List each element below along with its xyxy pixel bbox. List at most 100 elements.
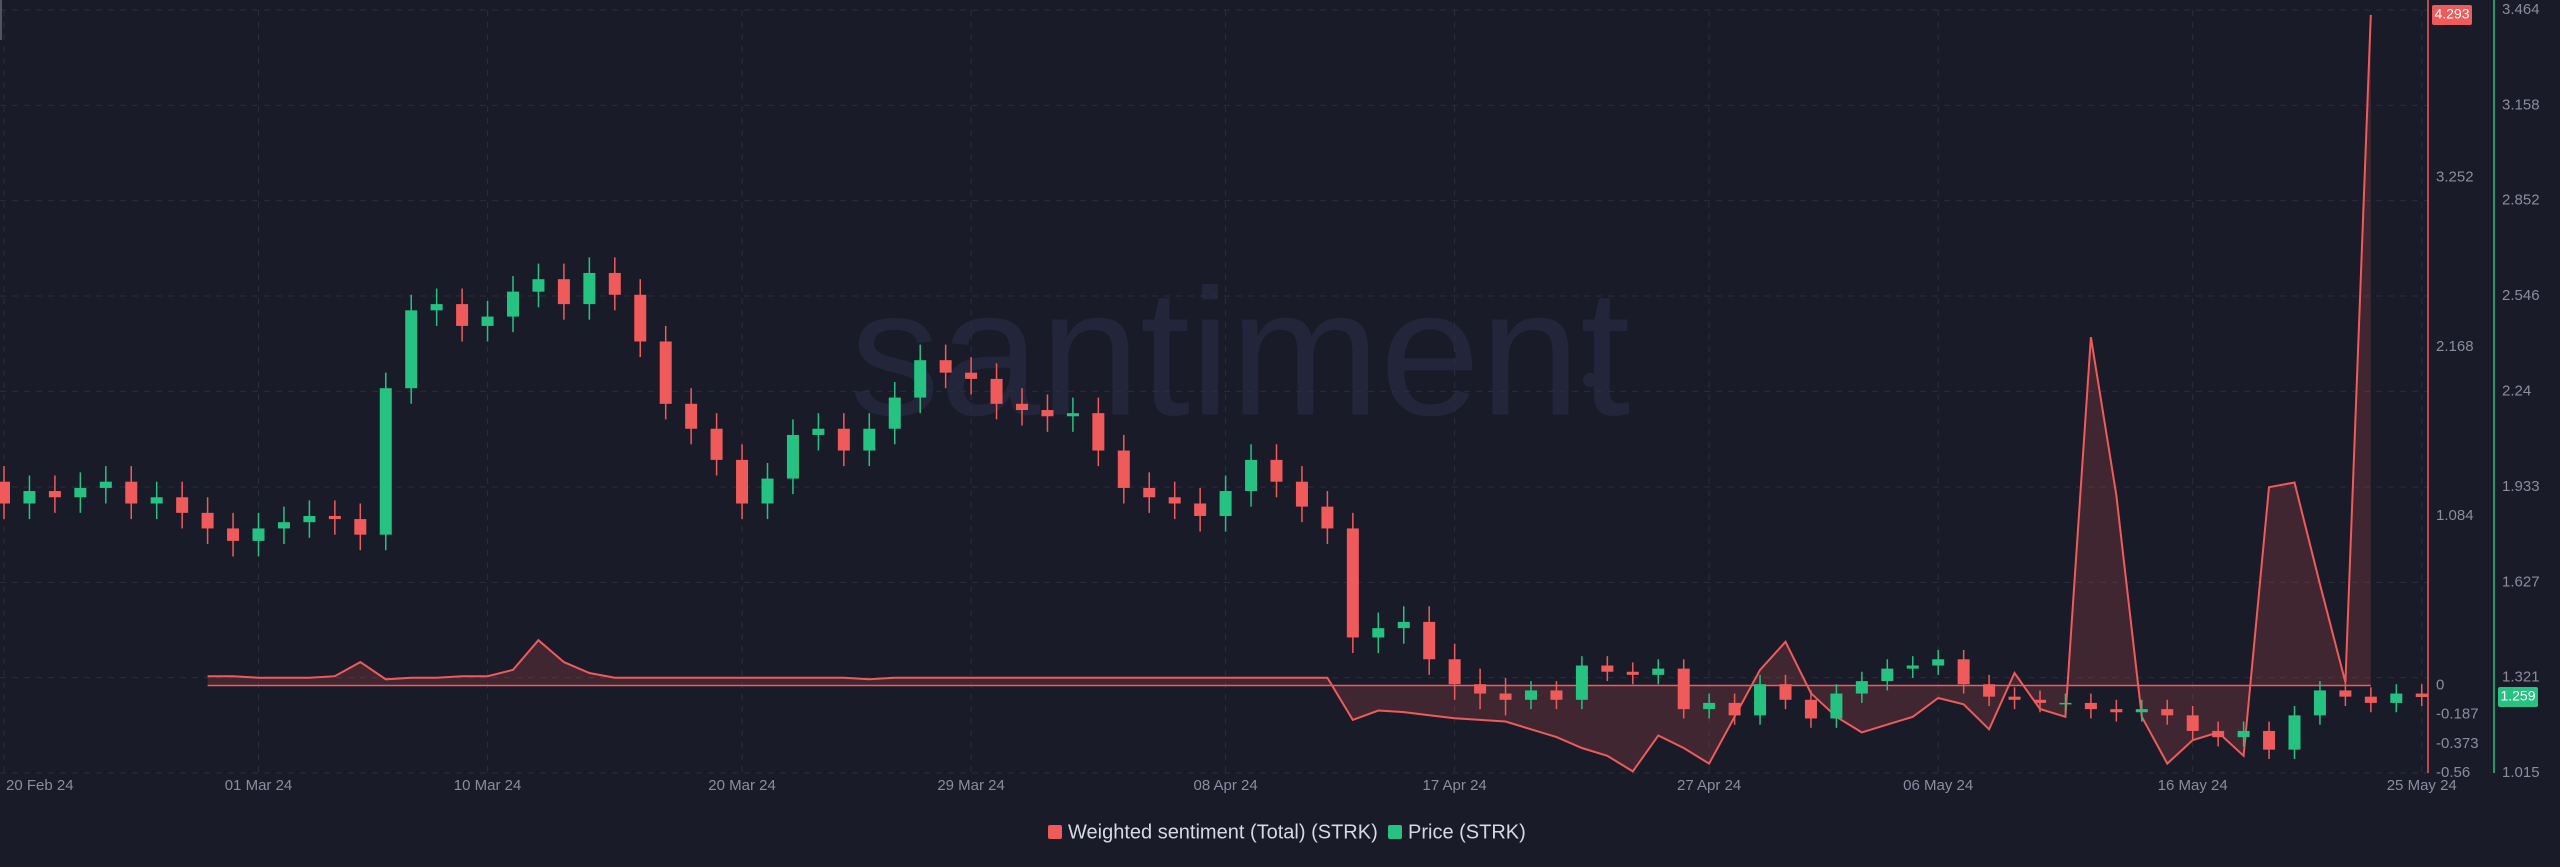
candle-body bbox=[634, 294, 647, 342]
candle-body bbox=[1372, 628, 1385, 638]
candle-body bbox=[1397, 621, 1410, 629]
candle-body bbox=[1219, 491, 1232, 516]
candle-body bbox=[990, 378, 1003, 404]
candle-body bbox=[48, 491, 61, 498]
candle-body bbox=[379, 388, 392, 535]
y-tick-label: -0.373 bbox=[2436, 735, 2479, 752]
y2-tick-label: 1.933 bbox=[2502, 478, 2540, 495]
candle-body bbox=[405, 310, 418, 389]
y-tick-label: -0.187 bbox=[2436, 706, 2479, 723]
candle-body bbox=[1117, 450, 1130, 488]
candle-body bbox=[1346, 528, 1359, 638]
candle-body bbox=[1957, 659, 1970, 685]
candle-body bbox=[1906, 665, 1919, 669]
x-tick-label: 20 Feb 24 bbox=[6, 777, 74, 794]
candle-body bbox=[1983, 684, 1996, 697]
candle-body bbox=[1474, 684, 1487, 694]
y2-tick-label: 2.852 bbox=[2502, 192, 2540, 209]
y-tick-label: 1.084 bbox=[2436, 507, 2474, 524]
candle-body bbox=[2186, 715, 2199, 731]
candle-body bbox=[1143, 487, 1156, 498]
legend-item[interactable]: Weighted sentiment (Total) (STRK) bbox=[1048, 821, 1378, 843]
candle-body bbox=[1626, 671, 1639, 675]
candle-body bbox=[2110, 709, 2123, 713]
candle-body bbox=[507, 291, 519, 317]
x-tick-label: 16 May 24 bbox=[2158, 777, 2228, 794]
candle-body bbox=[1652, 668, 1665, 675]
candle-body bbox=[2263, 730, 2276, 750]
candle-body bbox=[914, 360, 927, 398]
x-tick-label: 20 Mar 24 bbox=[708, 777, 776, 794]
candle-body bbox=[786, 434, 799, 479]
legend-label: Weighted sentiment (Total) (STRK) bbox=[1068, 821, 1378, 843]
candle-body bbox=[1168, 497, 1181, 504]
y-tick-label: 2.168 bbox=[2436, 338, 2474, 355]
legend-item[interactable]: Price (STRK) bbox=[1388, 821, 1526, 843]
y-tick-label: -0.56 bbox=[2436, 764, 2470, 781]
candle-body bbox=[354, 519, 367, 535]
value-tag-label: 4.293 bbox=[2434, 6, 2469, 22]
candle-body bbox=[1041, 410, 1054, 417]
candle-body bbox=[1525, 690, 1537, 700]
candle-body bbox=[2288, 715, 2301, 750]
candle-body bbox=[2084, 702, 2097, 710]
candle-body bbox=[328, 515, 341, 520]
candle-body bbox=[227, 528, 240, 541]
candle-body bbox=[1779, 684, 1792, 700]
candle-body bbox=[2161, 709, 2174, 716]
candle-body bbox=[150, 497, 163, 504]
candles bbox=[0, 257, 2428, 759]
candle-body bbox=[608, 272, 621, 295]
candle-body bbox=[1194, 503, 1207, 516]
candle-body bbox=[557, 279, 570, 305]
candle-body bbox=[1754, 684, 1767, 716]
candle-body bbox=[1677, 668, 1690, 710]
candle-body bbox=[1448, 659, 1461, 685]
x-tick-label: 25 May 24 bbox=[2387, 777, 2457, 794]
candle-body bbox=[1703, 702, 1716, 710]
candle-body bbox=[2008, 696, 2021, 700]
watermark-dot bbox=[1583, 373, 1597, 387]
candle-body bbox=[456, 304, 469, 326]
candle-body bbox=[1575, 665, 1588, 700]
candle-body bbox=[125, 481, 138, 504]
y2-tick-label: 1.321 bbox=[2502, 669, 2540, 686]
candle-body bbox=[736, 459, 749, 504]
y2-tick-label: 3.158 bbox=[2502, 96, 2540, 113]
watermark: santiment bbox=[850, 253, 1630, 454]
candle-body bbox=[1270, 459, 1283, 482]
candle-body bbox=[532, 279, 545, 292]
candle-body bbox=[2390, 693, 2403, 703]
legend-label: Price (STRK) bbox=[1408, 821, 1526, 843]
candle-body bbox=[201, 512, 214, 529]
candle-body bbox=[1245, 459, 1258, 492]
candle-body bbox=[1932, 659, 1945, 666]
candle-body bbox=[888, 397, 901, 429]
x-tick-label: 06 May 24 bbox=[1903, 777, 1973, 794]
candle-body bbox=[277, 522, 290, 529]
legend-swatch bbox=[1388, 825, 1402, 839]
candle-body bbox=[685, 403, 698, 429]
candle-body bbox=[1321, 506, 1334, 529]
y2-tick-label: 1.015 bbox=[2502, 764, 2540, 781]
candle-body bbox=[2059, 702, 2072, 705]
y-tick-label: 0 bbox=[2436, 677, 2444, 694]
candle-body bbox=[1728, 702, 1741, 716]
candle-body bbox=[812, 428, 825, 435]
candle-body bbox=[252, 528, 265, 541]
candle-body bbox=[2237, 730, 2250, 738]
candle-body bbox=[430, 304, 443, 311]
candle-body bbox=[1855, 681, 1868, 694]
candle-body bbox=[1601, 665, 1614, 672]
candle-body bbox=[1423, 621, 1436, 660]
sentiment-area bbox=[207, 15, 2371, 772]
candle-body bbox=[1804, 699, 1817, 719]
x-tick-label: 01 Mar 24 bbox=[225, 777, 293, 794]
value-tag bbox=[2498, 686, 2538, 707]
candle-body bbox=[863, 428, 876, 451]
candle-body bbox=[837, 428, 850, 451]
candle-body bbox=[99, 481, 112, 488]
y2-tick-label: 2.24 bbox=[2502, 382, 2531, 399]
y-tick-label: 3.252 bbox=[2436, 169, 2474, 186]
